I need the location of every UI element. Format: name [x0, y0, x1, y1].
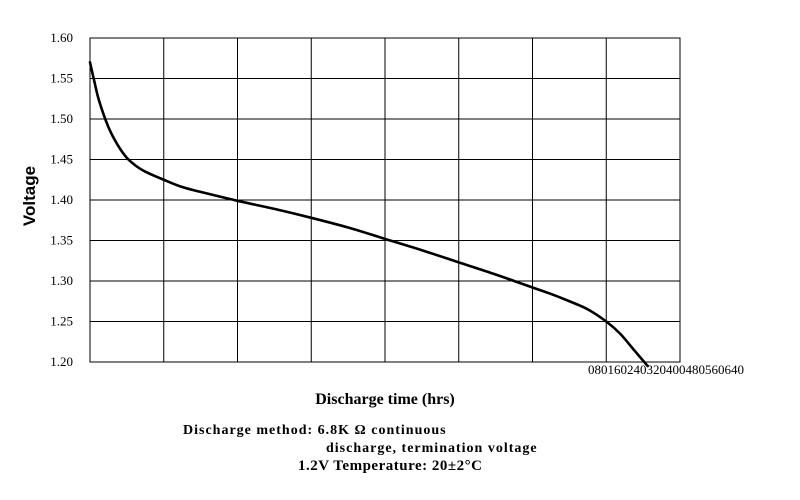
- temperature-note: 1.2V Temperature: 20±2°C: [298, 458, 483, 474]
- y-tick-label: 1.40: [50, 192, 73, 207]
- voltage-curve: [88, 61, 650, 368]
- y-tick-label: 1.30: [50, 273, 73, 288]
- y-tick-label: 1.50: [50, 111, 73, 126]
- y-tick-label: 1.45: [50, 152, 73, 167]
- y-tick-label: 1.35: [50, 233, 73, 248]
- y-axis-label: Voltage: [20, 166, 39, 226]
- termination-voltage-note: discharge, termination voltage: [326, 441, 538, 456]
- y-tick-label: 1.55: [50, 71, 73, 86]
- y-tick-labels: 1.20 1.25 1.30 1.35 1.40 1.45 1.50 1.55 1.60: [50, 30, 73, 369]
- x-axis-label: Discharge time (hrs): [315, 391, 455, 408]
- y-tick-label: 1.25: [50, 314, 73, 329]
- y-tick-label: 1.20: [50, 354, 73, 369]
- y-tick-label: 1.60: [50, 30, 73, 45]
- discharge-method-note: Discharge method: 6.8K Ω continuous: [183, 423, 447, 438]
- chart-grid: [89, 37, 681, 363]
- x-tick-labels: 080160240320400480560640: [588, 362, 744, 377]
